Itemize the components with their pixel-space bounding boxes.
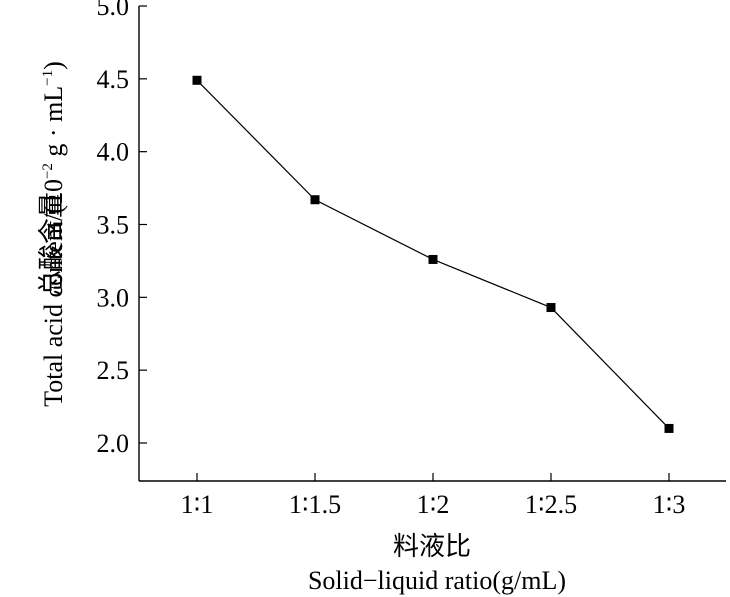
data-point-marker xyxy=(664,423,674,433)
x-axis-title-cn: 料液比 xyxy=(393,532,471,562)
y-tick-label: 3.5 xyxy=(97,211,130,240)
y-axis-title-en-sup2: −1 xyxy=(40,70,56,86)
data-point-marker xyxy=(428,254,438,264)
y-axis-title-en-sup1: −2 xyxy=(40,163,56,179)
y-tick-label: 4.0 xyxy=(97,138,130,167)
y-axis-title-en: Total acid content/(10−2 g · mL−1) xyxy=(39,61,68,407)
y-axis-title-en-part1: Total acid content/(10 xyxy=(39,179,68,407)
y-tick-label: 5.0 xyxy=(97,0,130,21)
data-point-marker xyxy=(546,303,556,313)
series-line xyxy=(196,79,670,429)
y-tick-label: 2.5 xyxy=(97,356,130,385)
y-axis-title-en-part3: ) xyxy=(39,61,68,70)
y-ticks: 2.0 2.5 3.0 3.5 4.0 4.5 5.0 xyxy=(97,0,147,458)
x-tick-label: 1∶1.5 xyxy=(289,490,341,519)
x-tick-label: 1∶3 xyxy=(653,490,686,519)
series-markers xyxy=(192,75,674,433)
y-tick-label: 3.0 xyxy=(97,283,130,312)
data-point-marker xyxy=(192,75,202,85)
svg-text:Total acid content/(10−2 g · m: Total acid content/(10−2 g · mL−1) xyxy=(39,61,68,407)
data-point-marker xyxy=(310,195,320,205)
y-tick-label: 4.5 xyxy=(97,65,130,94)
x-tick-label: 1∶1 xyxy=(181,490,214,519)
series xyxy=(192,75,674,433)
y-tick-label: 2.0 xyxy=(97,429,130,458)
x-ticks: 1∶1 1∶1.5 1∶2 1∶2.5 1∶3 xyxy=(181,473,686,519)
x-tick-label: 1∶2 xyxy=(417,490,450,519)
x-tick-label: 1∶2.5 xyxy=(525,490,577,519)
y-axis-title-cn: 总酸含量 xyxy=(37,192,67,296)
y-axis-title: 总酸含量 xyxy=(37,192,67,296)
axes xyxy=(138,6,726,482)
y-axis-title-en-part2: g · mL xyxy=(39,86,68,163)
x-axis-title-en: Solid−liquid ratio(g/mL) xyxy=(308,566,566,595)
svg-text:总酸含量: 总酸含量 xyxy=(37,192,67,296)
